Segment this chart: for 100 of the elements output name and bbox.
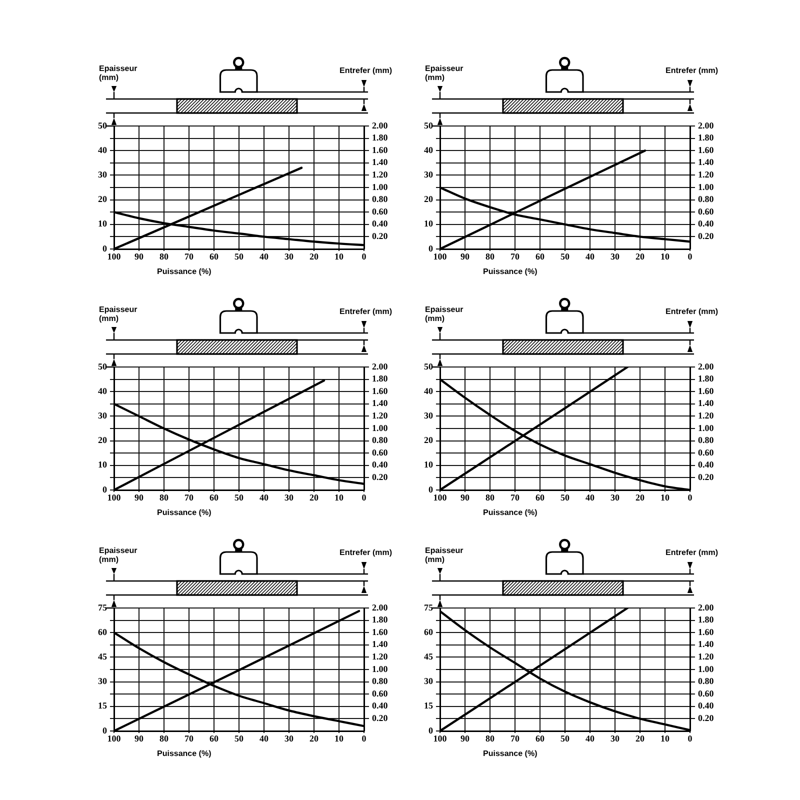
x-tick-label: 100 — [433, 252, 448, 262]
y2-tick-label: 1.80 — [698, 374, 714, 384]
y-tick-label: 50 — [424, 120, 434, 130]
x-tick-label: 80 — [160, 734, 169, 744]
y2-tick-label: 2.00 — [698, 602, 714, 612]
y-tick-label: 75 — [424, 602, 434, 612]
y2-tick-label: 2.00 — [372, 602, 388, 612]
y2-tick-label: 0.60 — [372, 688, 388, 698]
y-tick-label: 75 — [98, 602, 108, 612]
y-tick-label: 0 — [428, 243, 434, 254]
y2-tick-label: 0.40 — [372, 460, 388, 470]
x-axis-title: Puissance (%) — [157, 749, 212, 758]
x-tick-label: 70 — [184, 492, 194, 503]
y2-tick-label: 0.80 — [372, 676, 388, 686]
x-tick-label: 40 — [586, 734, 595, 744]
y-tick-label: 30 — [424, 676, 434, 686]
y-tick-label: 10 — [424, 218, 434, 229]
y2-tick-label: 1.60 — [372, 144, 388, 155]
x-tick-label: 70 — [510, 252, 520, 262]
y2-tick-label: 1.00 — [698, 182, 714, 192]
y2-tick-label: 1.80 — [372, 614, 388, 625]
x-tick-label: 50 — [560, 734, 570, 744]
y-tick-label: 40 — [424, 144, 434, 155]
y2-tick-label: 1.40 — [698, 157, 714, 168]
y-tick-label: 50 — [98, 361, 108, 372]
x-axis-title: Puissance (%) — [157, 267, 212, 276]
x-tick-label: 50 — [234, 492, 244, 503]
x-tick-label: 90 — [460, 492, 470, 503]
y2-tick-label: 0.80 — [698, 676, 714, 686]
x-tick-label: 0 — [362, 492, 367, 503]
x-tick-label: 60 — [210, 734, 219, 744]
x-tick-label: 80 — [486, 734, 495, 744]
y2-tick-label: 1.20 — [372, 170, 388, 180]
y2-tick-label: 0.20 — [698, 713, 714, 724]
y-tick-label: 40 — [424, 386, 434, 396]
y2-tick-label: 1.20 — [372, 652, 388, 662]
y-tick-label: 15 — [98, 700, 108, 711]
y-tick-label: 30 — [98, 170, 108, 180]
x-tick-label: 80 — [486, 252, 495, 262]
x-tick-label: 50 — [234, 252, 244, 262]
y-axis-title: Epaisseur (mm) — [425, 305, 464, 323]
y2-tick-label: 1.20 — [372, 410, 388, 421]
y-tick-label: 30 — [98, 676, 108, 686]
x-tick-label: 10 — [660, 734, 670, 744]
y-tick-label: 30 — [98, 410, 108, 421]
y-axis-title: Epaisseur (mm) — [99, 546, 138, 564]
x-tick-label: 80 — [160, 492, 169, 503]
y-tick-label: 0 — [102, 243, 108, 254]
y2-tick-label: 1.80 — [372, 374, 388, 384]
x-tick-label: 90 — [134, 252, 144, 262]
x-tick-label: 90 — [134, 734, 144, 744]
y2-tick-label: 1.40 — [698, 398, 714, 408]
y2-tick-label: 0.40 — [698, 218, 714, 229]
y2-tick-label: 1.60 — [698, 626, 714, 637]
y-tick-label: 10 — [98, 218, 108, 229]
y-axis-title: Epaisseur (mm) — [99, 305, 138, 323]
y2-tick-label: 1.00 — [698, 422, 714, 433]
y2-tick-label: 2.00 — [698, 361, 714, 372]
x-tick-label: 40 — [260, 252, 269, 262]
x-tick-label: 20 — [310, 252, 319, 262]
y2-tick-label: 0.20 — [372, 231, 388, 242]
x-tick-label: 50 — [234, 734, 244, 744]
y-tick-label: 40 — [98, 144, 108, 155]
x-tick-label: 100 — [433, 492, 448, 503]
y-tick-label: 20 — [98, 435, 108, 446]
x-tick-label: 0 — [362, 734, 367, 744]
y2-axis-title: Entrefer (mm) — [340, 548, 392, 557]
y-tick-label: 0 — [428, 484, 434, 494]
y2-tick-label: 1.40 — [372, 157, 388, 168]
y2-tick-label: 0.60 — [698, 688, 714, 698]
x-tick-label: 40 — [586, 252, 595, 262]
y-axis-title: Epaisseur (mm) — [425, 64, 464, 82]
y2-tick-label: 1.40 — [698, 639, 714, 650]
y2-tick-label: 1.60 — [698, 144, 714, 155]
y2-tick-label: 1.80 — [698, 614, 714, 625]
y2-tick-label: 1.00 — [372, 664, 388, 674]
x-tick-label: 10 — [334, 252, 344, 262]
x-tick-label: 0 — [362, 252, 367, 262]
y-tick-label: 0 — [428, 725, 434, 736]
y-tick-label: 45 — [98, 652, 108, 662]
y-tick-label: 30 — [424, 170, 434, 180]
x-tick-label: 70 — [510, 734, 520, 744]
y2-tick-label: 0.60 — [698, 447, 714, 458]
y-tick-label: 40 — [98, 386, 108, 396]
x-tick-label: 60 — [536, 734, 545, 744]
y2-tick-label: 1.60 — [372, 386, 388, 396]
y-tick-label: 20 — [98, 194, 108, 204]
x-axis-title: Puissance (%) — [157, 508, 212, 517]
x-tick-label: 10 — [660, 252, 670, 262]
y2-tick-label: 1.80 — [698, 132, 714, 143]
y2-axis-title: Entrefer (mm) — [340, 66, 392, 75]
y2-tick-label: 1.40 — [372, 639, 388, 650]
x-tick-label: 20 — [310, 492, 319, 503]
y2-axis-title: Entrefer (mm) — [666, 307, 718, 316]
y2-tick-label: 0.40 — [698, 700, 714, 711]
y-tick-label: 0 — [102, 484, 108, 494]
y2-tick-label: 1.60 — [372, 626, 388, 637]
x-tick-label: 60 — [536, 252, 545, 262]
y2-tick-label: 0.80 — [372, 435, 388, 446]
x-tick-label: 90 — [134, 492, 144, 503]
